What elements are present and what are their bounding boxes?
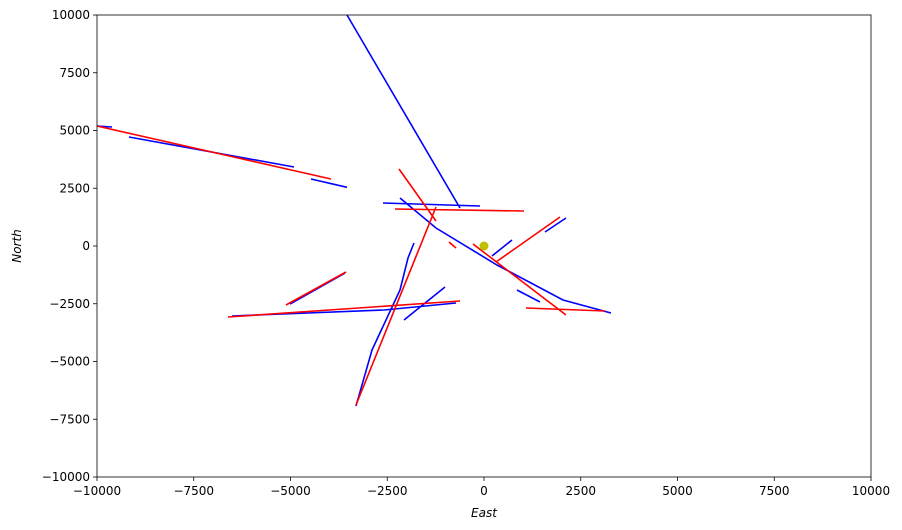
x-axis-label: East — [471, 506, 498, 520]
y-tick-label: 2500 — [59, 181, 90, 195]
y-axis-label: North — [10, 229, 24, 263]
y-tick-label: −10000 — [42, 470, 90, 484]
x-tick-label: 10000 — [852, 484, 890, 498]
y-tick-label: −2500 — [49, 297, 90, 311]
y-tick-label: −5000 — [49, 355, 90, 369]
plot-frame — [96, 14, 872, 478]
x-tick-label: −7500 — [173, 484, 214, 498]
x-tick-label: 0 — [480, 484, 488, 498]
y-tick-label: 0 — [82, 239, 90, 253]
series-line — [96, 14, 612, 407]
y-tick-label: −7500 — [49, 412, 90, 426]
y-tick-label: 7500 — [59, 66, 90, 80]
y-tick-label: 10000 — [52, 8, 90, 22]
x-tick-label: −10000 — [73, 484, 121, 498]
series-line — [96, 125, 606, 406]
x-tick-label: 7500 — [759, 484, 790, 498]
x-tick-label: 5000 — [662, 484, 693, 498]
point — [479, 241, 489, 251]
y-tick-label: 5000 — [59, 124, 90, 138]
x-tick-label: 2500 — [565, 484, 596, 498]
x-tick-label: −2500 — [367, 484, 408, 498]
x-tick-label: −5000 — [270, 484, 311, 498]
